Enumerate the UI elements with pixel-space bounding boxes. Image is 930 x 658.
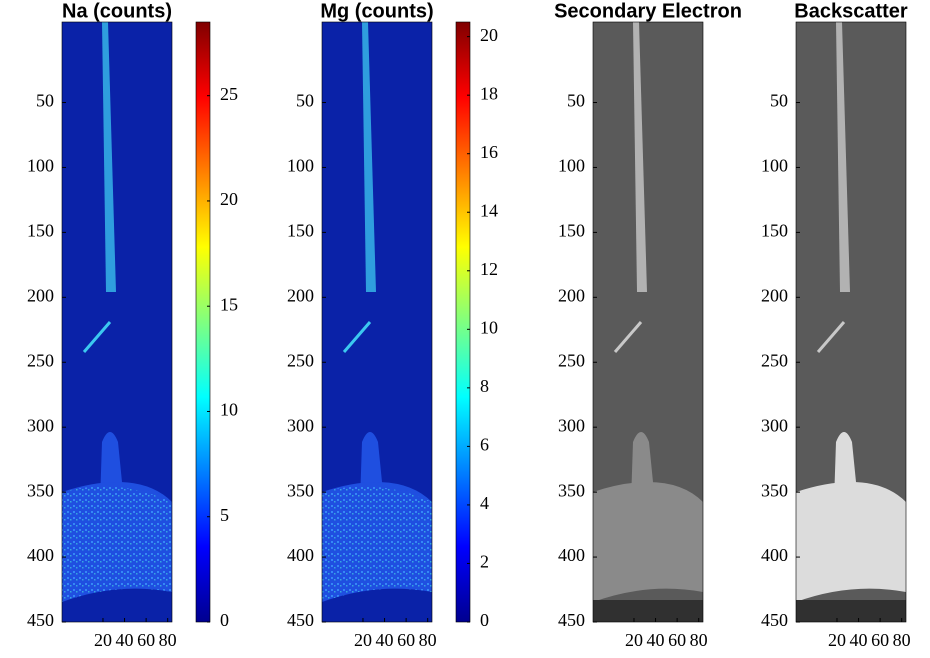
panel: Secondary Electron 50 100 150 200 250 300 350 40…: [554, 0, 742, 650]
image-streak: [102, 22, 116, 292]
y-tick-label: 200: [558, 285, 585, 305]
colorbar-tick-label: 0: [480, 610, 489, 630]
y-tick-label: 100: [287, 156, 314, 176]
colorbar-tick-label: 8: [480, 376, 489, 396]
x-tick-label: 40: [116, 630, 134, 650]
axes-box: [321, 21, 433, 623]
image-streak: [816, 321, 846, 353]
y-tick-label: 200: [287, 285, 314, 305]
x-tick-label: 20: [828, 630, 846, 650]
y-tick-label: 350: [558, 480, 585, 500]
colorbar-tick-label: 14: [480, 200, 498, 220]
colorbar-tick-label: 20: [220, 189, 238, 209]
x-tick-label: 80: [159, 630, 177, 650]
y-tick-label: 100: [558, 156, 585, 176]
colorbar: [455, 21, 471, 623]
y-tick-label: 100: [761, 156, 788, 176]
image-streak: [362, 22, 376, 292]
y-tick-label: 50: [296, 91, 314, 111]
colorbar-tick-label: 18: [480, 83, 498, 103]
y-tick-label: 50: [567, 91, 585, 111]
y-tick-label: 200: [27, 285, 54, 305]
y-tick-label: 150: [287, 221, 314, 241]
y-tick-label: 400: [287, 545, 314, 565]
colorbar-tick-label: 10: [220, 400, 238, 420]
y-tick-label: 350: [287, 480, 314, 500]
y-tick-label: 300: [558, 415, 585, 435]
y-tick-label: 450: [761, 610, 788, 630]
axes-box: [61, 21, 173, 623]
y-tick-label: 450: [287, 610, 314, 630]
y-tick-label: 250: [558, 350, 585, 370]
image-streak: [342, 321, 372, 353]
y-tick-label: 350: [27, 480, 54, 500]
colorbar-tick-label: 25: [220, 84, 238, 104]
image-speckle: [322, 486, 432, 602]
x-tick-label: 40: [376, 630, 394, 650]
axes-box: [592, 21, 704, 623]
y-tick-label: 50: [770, 91, 788, 111]
image-lower: [593, 482, 703, 602]
image-bottom: [593, 600, 703, 622]
y-tick-label: 250: [287, 350, 314, 370]
image-streak: [82, 321, 112, 353]
panel-title: Secondary Electron: [554, 0, 742, 22]
image-streak: [613, 321, 643, 353]
colorbar: [195, 21, 211, 623]
y-tick-label: 200: [761, 285, 788, 305]
colorbar-tick-label: 20: [480, 25, 498, 45]
colorbar-tick-label: 12: [480, 259, 498, 279]
colorbar-tick-label: 15: [220, 294, 238, 314]
x-tick-label: 20: [354, 630, 372, 650]
x-tick-label: 20: [625, 630, 643, 650]
image-speckle: [62, 486, 172, 602]
panel: Backscatter 50 100 150 200 250 300 350 400 450 20 4…: [761, 0, 911, 650]
y-tick-label: 100: [27, 156, 54, 176]
x-tick-label: 60: [397, 630, 415, 650]
x-tick-label: 80: [690, 630, 708, 650]
y-tick-label: 300: [27, 415, 54, 435]
y-tick-label: 450: [27, 610, 54, 630]
y-tick-label: 450: [558, 610, 585, 630]
panel-title: Mg (counts): [320, 0, 433, 22]
colorbar-tick-label: 10: [480, 317, 498, 337]
colorbar-tick-label: 6: [480, 435, 489, 455]
panel-title: Backscatter: [794, 0, 908, 22]
x-tick-label: 40: [850, 630, 868, 650]
colorbar-tick-label: 5: [220, 505, 229, 525]
x-tick-label: 40: [647, 630, 665, 650]
y-tick-label: 400: [558, 545, 585, 565]
y-tick-label: 400: [27, 545, 54, 565]
panel-title: Na (counts): [62, 0, 172, 22]
x-tick-label: 80: [893, 630, 911, 650]
y-tick-label: 50: [36, 91, 54, 111]
colorbar-tick-label: 2: [480, 552, 489, 572]
colorbar-tick-label: 16: [480, 142, 498, 162]
x-tick-label: 60: [137, 630, 155, 650]
x-tick-label: 60: [668, 630, 686, 650]
y-tick-label: 250: [761, 350, 788, 370]
y-tick-label: 400: [761, 545, 788, 565]
y-tick-label: 350: [761, 480, 788, 500]
x-tick-label: 80: [419, 630, 437, 650]
axes-box: [795, 21, 907, 623]
y-tick-label: 150: [761, 221, 788, 241]
y-tick-label: 150: [27, 221, 54, 241]
y-tick-label: 300: [761, 415, 788, 435]
y-tick-label: 300: [287, 415, 314, 435]
x-tick-label: 60: [871, 630, 889, 650]
colorbar-tick-label: 0: [220, 610, 229, 630]
y-tick-label: 150: [558, 221, 585, 241]
x-tick-label: 20: [94, 630, 112, 650]
image-streak: [836, 22, 850, 292]
image-streak: [633, 22, 647, 292]
y-tick-label: 250: [27, 350, 54, 370]
colorbar-tick-label: 4: [480, 493, 489, 513]
image-bottom: [796, 600, 906, 622]
image-lower: [796, 482, 906, 602]
